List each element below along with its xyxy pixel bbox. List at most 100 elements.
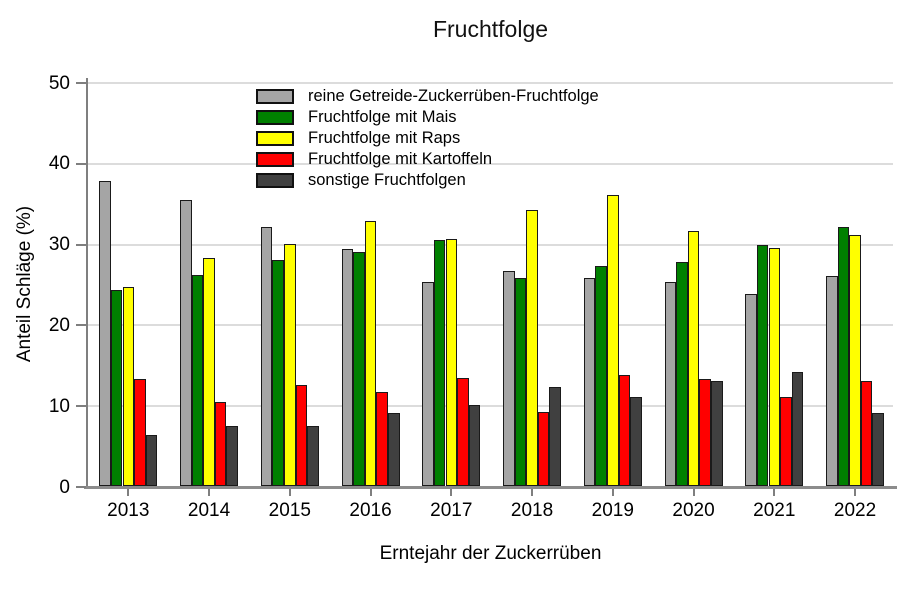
x-tick-2022 bbox=[854, 489, 857, 496]
x-tick-2017 bbox=[450, 489, 453, 496]
y-tick-label-30: 30 bbox=[48, 234, 70, 256]
legend-swatch-4 bbox=[256, 173, 294, 188]
x-tick-label-2013: 2013 bbox=[107, 500, 150, 521]
bar-2021-series-2 bbox=[768, 247, 781, 486]
x-tick-2013 bbox=[127, 489, 130, 496]
bar-2020-series-4 bbox=[710, 380, 723, 486]
y-axis-title: Anteil Schläge (%) bbox=[14, 205, 35, 363]
chart-legend: reine Getreide-Zuckerrüben-Fruchtfolge Fr… bbox=[256, 86, 599, 191]
bar-2016-series-0 bbox=[341, 249, 354, 486]
bar-2021-series-4 bbox=[791, 372, 804, 486]
bar-2017-series-0 bbox=[422, 282, 434, 486]
x-tick-2015 bbox=[288, 489, 291, 496]
gridline-50 bbox=[88, 82, 893, 84]
bar-2018-series-1 bbox=[514, 278, 527, 486]
bar-2013-series-2 bbox=[122, 287, 135, 486]
y-tick-30 bbox=[76, 243, 86, 246]
y-tick-label-50: 50 bbox=[48, 72, 70, 94]
bar-2017-series-1 bbox=[433, 240, 446, 486]
bar-2022-series-0 bbox=[826, 275, 838, 486]
bar-2015-series-4 bbox=[307, 426, 319, 486]
bar-2019-series-3 bbox=[618, 374, 631, 486]
x-tick-label-2019: 2019 bbox=[591, 500, 634, 521]
legend-swatch-1 bbox=[256, 110, 294, 125]
bar-2019-series-4 bbox=[630, 397, 642, 486]
legend-item-4: sonstige Fruchtfolgen bbox=[256, 170, 599, 191]
plot-area: reine Getreide-Zuckerrüben-Fruchtfolge Fr… bbox=[49, 74, 897, 521]
legend-label-3: Fruchtfolge mit Kartoffeln bbox=[308, 150, 493, 168]
legend-item-0: reine Getreide-Zuckerrüben-Fruchtfolge bbox=[256, 86, 599, 107]
x-tick-label-2014: 2014 bbox=[187, 500, 231, 521]
bar-2022-series-4 bbox=[872, 413, 885, 486]
legend-swatch-3 bbox=[256, 152, 294, 167]
x-tick-2016 bbox=[369, 489, 372, 496]
x-tick-2018 bbox=[531, 489, 534, 496]
bar-2014-series-3 bbox=[214, 401, 227, 486]
bar-2020-series-2 bbox=[687, 231, 700, 486]
legend-label-2: Fruchtfolge mit Raps bbox=[308, 129, 461, 147]
bar-2020-series-1 bbox=[676, 262, 688, 486]
y-tick-10 bbox=[76, 405, 86, 408]
bar-2013-series-4 bbox=[145, 435, 158, 486]
bar-2018-series-0 bbox=[503, 271, 515, 486]
x-tick-2021 bbox=[773, 489, 776, 496]
bar-2016-series-2 bbox=[364, 220, 377, 486]
x-tick-label-2015: 2015 bbox=[268, 500, 311, 521]
legend-swatch-2 bbox=[256, 131, 294, 146]
legend-label-0: reine Getreide-Zuckerrüben-Fruchtfolge bbox=[308, 87, 599, 105]
bar-2015-series-1 bbox=[272, 259, 284, 486]
bar-2015-series-3 bbox=[295, 385, 308, 486]
bar-2019-series-0 bbox=[583, 278, 596, 486]
bar-2018-series-2 bbox=[526, 209, 538, 486]
y-tick-20 bbox=[76, 324, 86, 327]
bar-2018-series-4 bbox=[549, 386, 562, 486]
x-tick-2014 bbox=[208, 489, 211, 496]
y-axis-line bbox=[86, 78, 88, 489]
legend-swatch-0 bbox=[256, 89, 294, 104]
bar-2018-series-3 bbox=[537, 412, 550, 486]
legend-item-1: Fruchtfolge mit Mais bbox=[256, 107, 599, 128]
legend-item-2: Fruchtfolge mit Raps bbox=[256, 128, 599, 149]
bar-2015-series-2 bbox=[284, 243, 296, 486]
bar-2016-series-1 bbox=[353, 251, 365, 486]
bar-2016-series-3 bbox=[376, 392, 388, 486]
x-tick-label-2016: 2016 bbox=[349, 500, 392, 521]
bar-2022-series-2 bbox=[849, 234, 861, 486]
x-tick-label-2021: 2021 bbox=[753, 500, 796, 521]
bar-2021-series-0 bbox=[745, 293, 757, 486]
y-tick-label-0: 0 bbox=[59, 476, 70, 498]
y-tick-label-40: 40 bbox=[48, 153, 70, 175]
x-axis-line bbox=[84, 486, 897, 489]
legend-item-3: Fruchtfolge mit Kartoffeln bbox=[256, 149, 599, 170]
bar-2013-series-1 bbox=[110, 289, 123, 486]
chart-title: Fruchtfolge bbox=[432, 16, 549, 42]
x-axis-title: Erntejahr der Zuckerrüben bbox=[379, 543, 602, 564]
gridline-30 bbox=[88, 243, 893, 246]
bar-2021-series-3 bbox=[780, 397, 792, 486]
x-tick-2020 bbox=[692, 489, 695, 496]
bar-2017-series-2 bbox=[445, 238, 458, 486]
bar-2014-series-1 bbox=[191, 275, 204, 486]
bar-2020-series-3 bbox=[699, 379, 711, 486]
y-tick-50 bbox=[76, 82, 86, 84]
legend-label-4: sonstige Fruchtfolgen bbox=[308, 171, 466, 189]
y-tick-40 bbox=[76, 162, 86, 165]
y-tick-0 bbox=[76, 486, 86, 488]
gridline-40 bbox=[88, 162, 893, 165]
x-tick-2019 bbox=[611, 489, 614, 496]
y-tick-label-20: 20 bbox=[48, 314, 70, 336]
x-tick-label-2018: 2018 bbox=[510, 500, 554, 521]
gridline-10 bbox=[88, 405, 893, 408]
bar-2014-series-2 bbox=[203, 258, 215, 486]
bar-2022-series-1 bbox=[837, 227, 850, 486]
bar-2017-series-3 bbox=[457, 377, 469, 486]
y-tick-label-10: 10 bbox=[48, 395, 70, 417]
gridline-20 bbox=[88, 324, 893, 327]
bar-2019-series-1 bbox=[595, 266, 607, 486]
bar-2015-series-0 bbox=[260, 227, 273, 486]
bar-2013-series-3 bbox=[134, 379, 146, 486]
bar-2019-series-2 bbox=[607, 195, 619, 486]
legend-label-1: Fruchtfolge mit Mais bbox=[308, 108, 457, 126]
bar-2013-series-0 bbox=[99, 180, 111, 486]
